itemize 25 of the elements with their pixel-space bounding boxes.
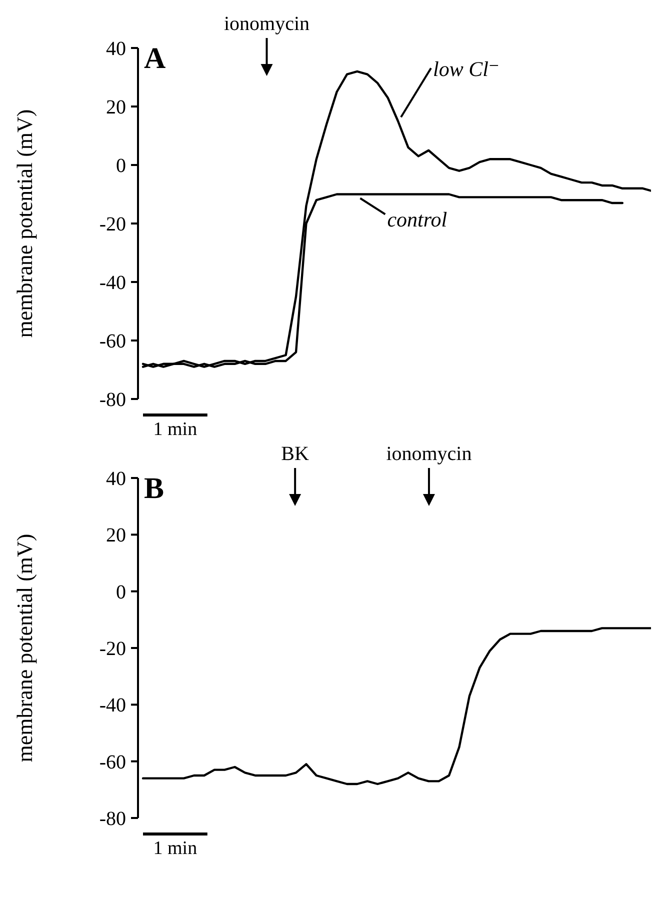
y-tick-label: 40: [106, 38, 126, 60]
chart-title: A: [144, 42, 166, 75]
text: ionomycin: [224, 13, 310, 35]
y-tick-label: 20: [106, 524, 126, 547]
y-tick-label: -60: [99, 751, 126, 774]
y-tick-label: -40: [99, 694, 126, 717]
y-tick-label: 0: [116, 155, 126, 177]
y-axis-title: membrane potential (mV): [12, 109, 37, 338]
y-tick-label: -80: [99, 389, 126, 411]
text: 1 min: [153, 838, 198, 859]
y-tick-label: -20: [99, 214, 126, 236]
y-tick-label: -60: [99, 330, 126, 352]
y-tick-label: 0: [116, 581, 126, 604]
text: ionomycin: [386, 443, 472, 465]
y-tick-label: -80: [99, 808, 126, 830]
y-tick-label: 40: [106, 468, 126, 490]
chart-title: B: [144, 472, 164, 505]
legend-label: control: [387, 207, 448, 232]
text: BK: [281, 443, 310, 465]
y-tick-label: -20: [99, 638, 126, 660]
text: 1 min: [153, 419, 198, 440]
text: low Cl⁻: [433, 57, 500, 82]
y-tick-label: 20: [106, 96, 126, 118]
y-axis-title: membrane potential (mV): [12, 534, 37, 762]
y-tick-label: -40: [99, 272, 126, 294]
